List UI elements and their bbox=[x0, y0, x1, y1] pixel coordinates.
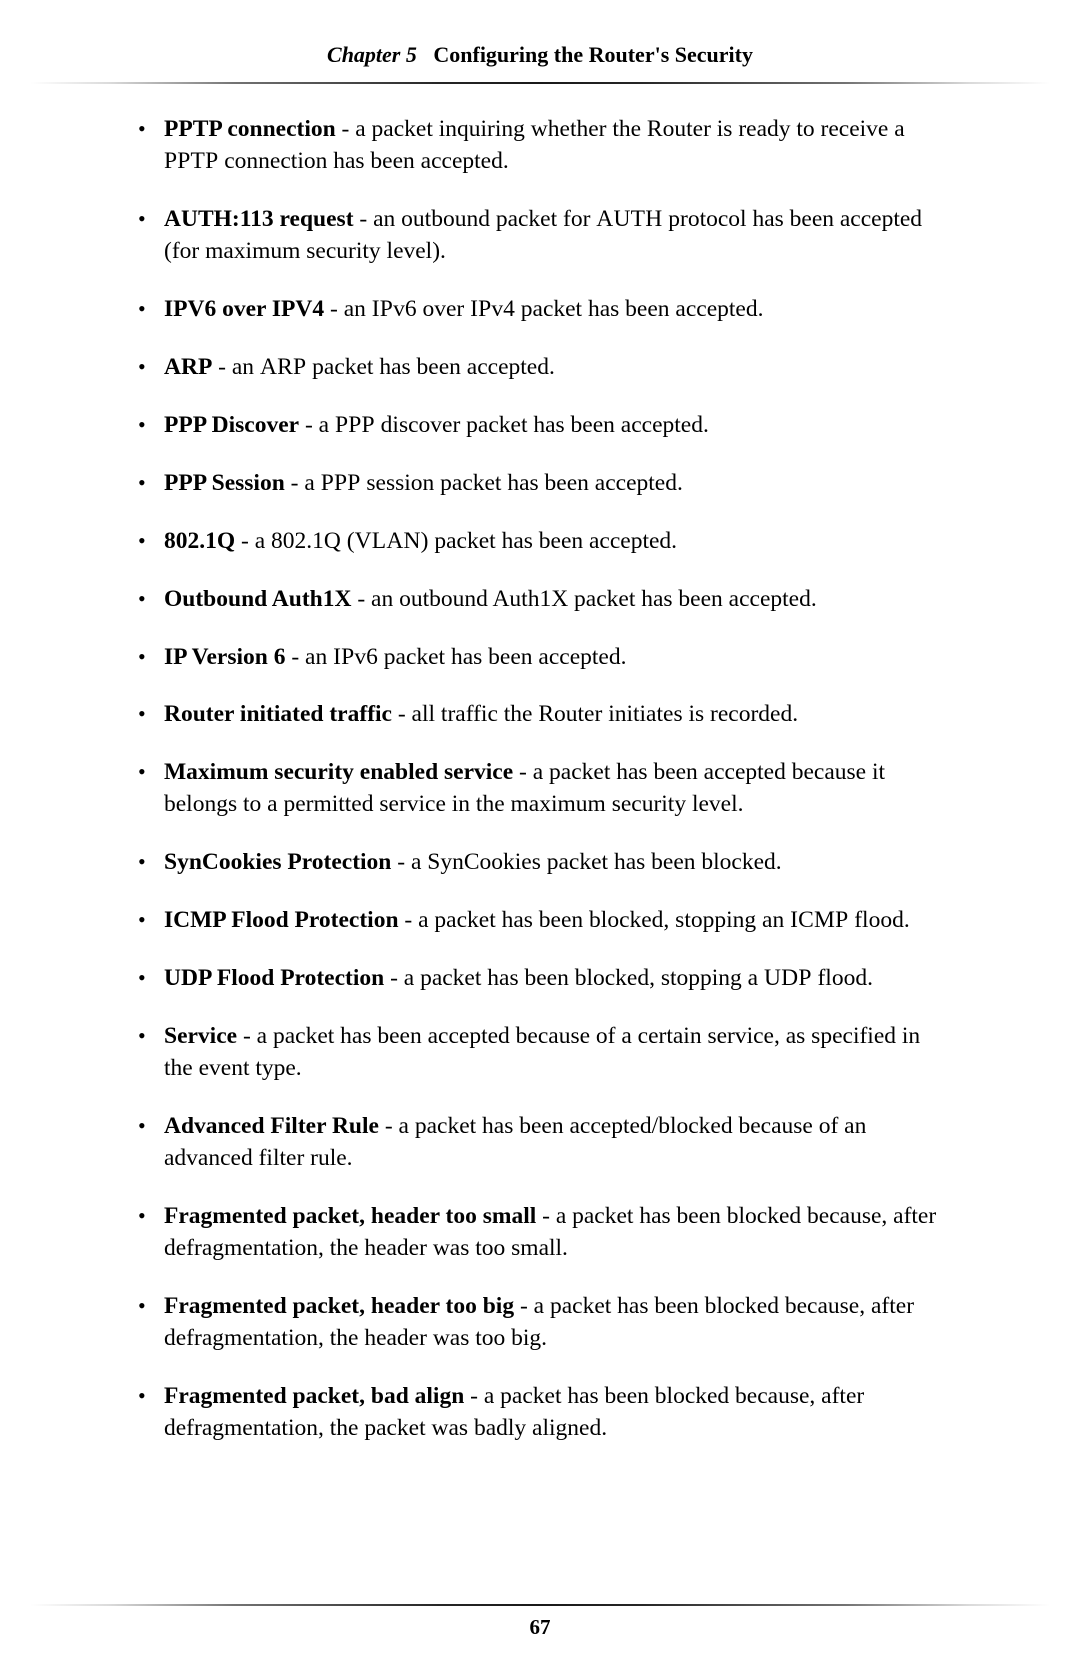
list-item: Outbound Auth1X - an outbound Auth1X pac… bbox=[132, 584, 952, 616]
small-caps-text: AUTH bbox=[596, 206, 662, 232]
description-text: - a SynCookies packet has been blocked. bbox=[391, 849, 781, 875]
list-item: Maximum security enabled service - a pac… bbox=[132, 757, 952, 821]
description-text: connection has been accepted. bbox=[218, 148, 508, 174]
small-caps-text: IP bbox=[333, 644, 354, 670]
list-item: AUTH:113 request - an outbound packet fo… bbox=[132, 204, 952, 268]
description-text: discover packet has been accepted. bbox=[375, 412, 709, 438]
term: Fragmented packet, header too big bbox=[164, 1293, 514, 1319]
term: IPV6 over IPV4 bbox=[164, 296, 324, 322]
small-caps-text: PPTP bbox=[164, 148, 218, 174]
description-text: - a packet inquiring whether the Router … bbox=[336, 116, 905, 142]
description-text: ) packet has been accepted. bbox=[421, 528, 677, 554]
term: PPP Session bbox=[164, 470, 285, 496]
small-caps-text: PPP bbox=[335, 412, 375, 438]
list-item: Fragmented packet, header too big - a pa… bbox=[132, 1291, 952, 1355]
list-item: PPP Discover - a PPP discover packet has… bbox=[132, 410, 952, 442]
small-caps-text: ICMP bbox=[790, 907, 848, 933]
page-number: 67 bbox=[0, 1615, 1080, 1640]
list-item: 802.1Q - a 802.1Q (VLAN) packet has been… bbox=[132, 526, 952, 558]
description-text: - an bbox=[324, 296, 372, 322]
term: Router initiated traffic bbox=[164, 701, 392, 727]
description-text: flood. bbox=[812, 965, 873, 991]
description-text: - a bbox=[299, 412, 335, 438]
term: PPP Discover bbox=[164, 412, 299, 438]
description-text: - all traffic the Router initiates is re… bbox=[392, 701, 798, 727]
term: 802.1Q bbox=[164, 528, 235, 554]
list-item: Advanced Filter Rule - a packet has been… bbox=[132, 1111, 952, 1175]
footer-divider bbox=[30, 1604, 1050, 1606]
term: Service bbox=[164, 1023, 237, 1049]
chapter-label: Chapter 5 bbox=[327, 42, 417, 67]
list-item: PPP Session - a PPP session packet has b… bbox=[132, 468, 952, 500]
term: ARP bbox=[164, 354, 212, 380]
description-text: - an bbox=[285, 644, 333, 670]
list-item: IPV6 over IPV4 - an IPv6 over IPv4 packe… bbox=[132, 294, 952, 326]
term: Advanced Filter Rule bbox=[164, 1113, 379, 1139]
term: Fragmented packet, header too small bbox=[164, 1203, 536, 1229]
description-text: v4 packet has been accepted. bbox=[491, 296, 763, 322]
term: SynCookies Protection bbox=[164, 849, 391, 875]
list-item: ICMP Flood Protection - a packet has bee… bbox=[132, 905, 952, 937]
description-text: packet has been accepted. bbox=[306, 354, 555, 380]
description-text: - a packet has been blocked, stopping an bbox=[399, 907, 791, 933]
term: UDP Flood Protection bbox=[164, 965, 384, 991]
page-content: PPTP connection - a packet inquiring whe… bbox=[0, 84, 1080, 1445]
small-caps-text: VLAN bbox=[355, 528, 421, 554]
small-caps-text: IP bbox=[372, 296, 393, 322]
description-text: - an outbound packet for bbox=[354, 206, 597, 232]
term: ICMP Flood Protection bbox=[164, 907, 399, 933]
description-text: flood. bbox=[848, 907, 909, 933]
small-caps-text: IP bbox=[470, 296, 491, 322]
small-caps-text: ARP bbox=[260, 354, 306, 380]
chapter-title: Configuring the Router's Security bbox=[433, 42, 753, 67]
description-text: session packet has been accepted. bbox=[361, 470, 683, 496]
list-item: Fragmented packet, bad align - a packet … bbox=[132, 1381, 952, 1445]
description-text: - a bbox=[285, 470, 321, 496]
list-item: SynCookies Protection - a SynCookies pac… bbox=[132, 847, 952, 879]
term: PPTP connection bbox=[164, 116, 336, 142]
description-text: v6 packet has been accepted. bbox=[354, 644, 626, 670]
description-text: - a 802.1Q ( bbox=[235, 528, 354, 554]
small-caps-text: UDP bbox=[764, 965, 812, 991]
term: Outbound Auth1X bbox=[164, 586, 351, 612]
list-item: IP Version 6 - an IPv6 packet has been a… bbox=[132, 642, 952, 674]
description-text: - an bbox=[212, 354, 260, 380]
list-item: Service - a packet has been accepted bec… bbox=[132, 1021, 952, 1085]
description-text: - a packet has been blocked, stopping a bbox=[384, 965, 764, 991]
description-text: v6 over bbox=[393, 296, 470, 322]
term: Fragmented packet, bad align bbox=[164, 1383, 464, 1409]
list-item: PPTP connection - a packet inquiring whe… bbox=[132, 114, 952, 178]
list-item: UDP Flood Protection - a packet has been… bbox=[132, 963, 952, 995]
list-item: Fragmented packet, header too small - a … bbox=[132, 1201, 952, 1265]
description-text: - a packet has been accepted because of … bbox=[164, 1023, 920, 1081]
definition-list: PPTP connection - a packet inquiring whe… bbox=[132, 114, 952, 1445]
list-item: Router initiated traffic - all traffic t… bbox=[132, 699, 952, 731]
term: AUTH:113 request bbox=[164, 206, 354, 232]
term: Maximum security enabled service bbox=[164, 759, 513, 785]
term: IP Version 6 bbox=[164, 644, 285, 670]
list-item: ARP - an ARP packet has been accepted. bbox=[132, 352, 952, 384]
description-text: - an outbound Auth1X packet has been acc… bbox=[351, 586, 816, 612]
small-caps-text: PPP bbox=[321, 470, 361, 496]
page-header: Chapter 5 Configuring the Router's Secur… bbox=[0, 0, 1080, 82]
